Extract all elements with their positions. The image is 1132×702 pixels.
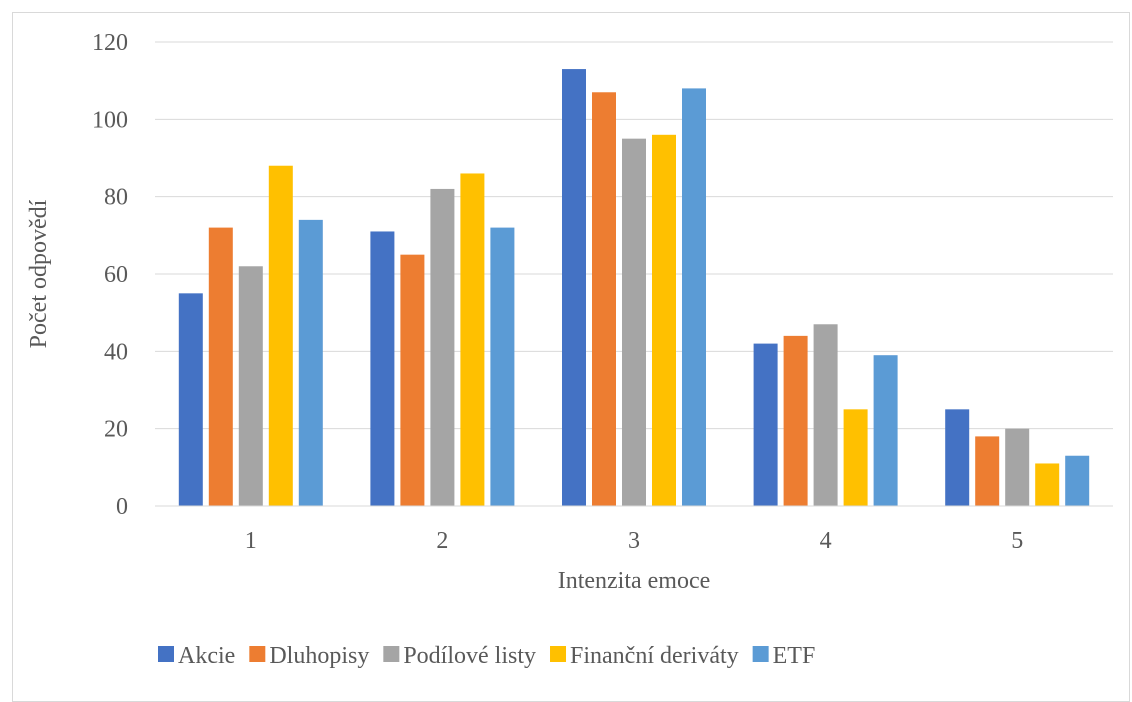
- bar-podílové-listy-5: [1005, 428, 1030, 506]
- bar-dluhopisy-5: [975, 436, 1000, 506]
- bar-chart: 0 20 40 60 80 100 120 1 2 3 4 5 Intenzita emoce Po…: [26, 30, 1113, 669]
- bar-podílové-listy-4: [813, 324, 838, 506]
- bar-akcie-2: [370, 231, 395, 506]
- bar-etf-4: [873, 355, 898, 506]
- x-axis-ticks: 1 2 3 4 5: [245, 528, 1023, 554]
- bar-podílové-listy-2: [430, 188, 455, 506]
- legend-item: Akcie: [158, 643, 235, 669]
- bars: [178, 69, 1090, 507]
- y-tick-label: 60: [104, 262, 128, 288]
- bar-etf-3: [682, 88, 706, 507]
- y-tick-label: 100: [92, 107, 128, 133]
- bar-podílové-listy-1: [238, 266, 263, 506]
- y-tick-label: 80: [104, 185, 128, 211]
- bar-finanční-deriváty-4: [843, 409, 868, 506]
- bar-dluhopisy-1: [208, 227, 233, 506]
- bar-akcie-4: [753, 343, 778, 506]
- bar-akcie-3: [562, 69, 586, 507]
- bar-dluhopisy-3: [592, 92, 616, 507]
- legend-swatch: [249, 646, 266, 662]
- legend: Akcie Dluhopisy Podílové listy Finanční der…: [158, 643, 815, 669]
- y-tick-label: 120: [92, 30, 128, 56]
- legend-label: ETF: [773, 643, 816, 669]
- y-tick-label: 20: [104, 417, 128, 443]
- legend-label: Akcie: [178, 643, 235, 669]
- x-tick-label: 3: [628, 528, 640, 554]
- legend-item: Dluhopisy: [249, 643, 369, 669]
- bar-etf-5: [1065, 455, 1090, 506]
- bar-finanční-deriváty-5: [1035, 463, 1060, 506]
- x-tick-label: 2: [436, 528, 448, 554]
- y-tick-label: 40: [104, 339, 128, 365]
- bar-podílové-listy-3: [622, 138, 646, 506]
- legend-label: Podílové listy: [403, 643, 536, 669]
- bar-finanční-deriváty-2: [460, 173, 485, 506]
- legend-label: Dluhopisy: [269, 643, 369, 669]
- bar-dluhopisy-4: [783, 335, 808, 506]
- bar-akcie-5: [945, 409, 970, 506]
- legend-item: Finanční deriváty: [550, 643, 739, 669]
- bar-finanční-deriváty-3: [652, 134, 676, 507]
- legend-item: Podílové listy: [383, 643, 536, 669]
- legend-swatch: [550, 646, 567, 662]
- y-axis-title: Počet odpovědí: [26, 199, 52, 348]
- legend-swatch: [383, 646, 400, 662]
- bar-akcie-1: [178, 293, 203, 506]
- bar-finanční-deriváty-1: [268, 165, 293, 506]
- x-tick-label: 5: [1011, 528, 1023, 554]
- x-tick-label: 1: [245, 528, 257, 554]
- x-tick-label: 4: [820, 528, 832, 554]
- x-axis-title: Intenzita emoce: [558, 568, 711, 594]
- y-axis-ticks: 0 20 40 60 80 100 120: [92, 30, 128, 520]
- y-tick-label: 0: [116, 494, 128, 520]
- legend-label: Finanční deriváty: [570, 643, 739, 669]
- legend-swatch: [158, 646, 174, 662]
- bar-etf-2: [490, 227, 515, 506]
- bar-dluhopisy-2: [400, 254, 425, 506]
- legend-swatch: [752, 646, 769, 662]
- legend-item: ETF: [752, 643, 816, 669]
- bar-etf-1: [298, 219, 323, 506]
